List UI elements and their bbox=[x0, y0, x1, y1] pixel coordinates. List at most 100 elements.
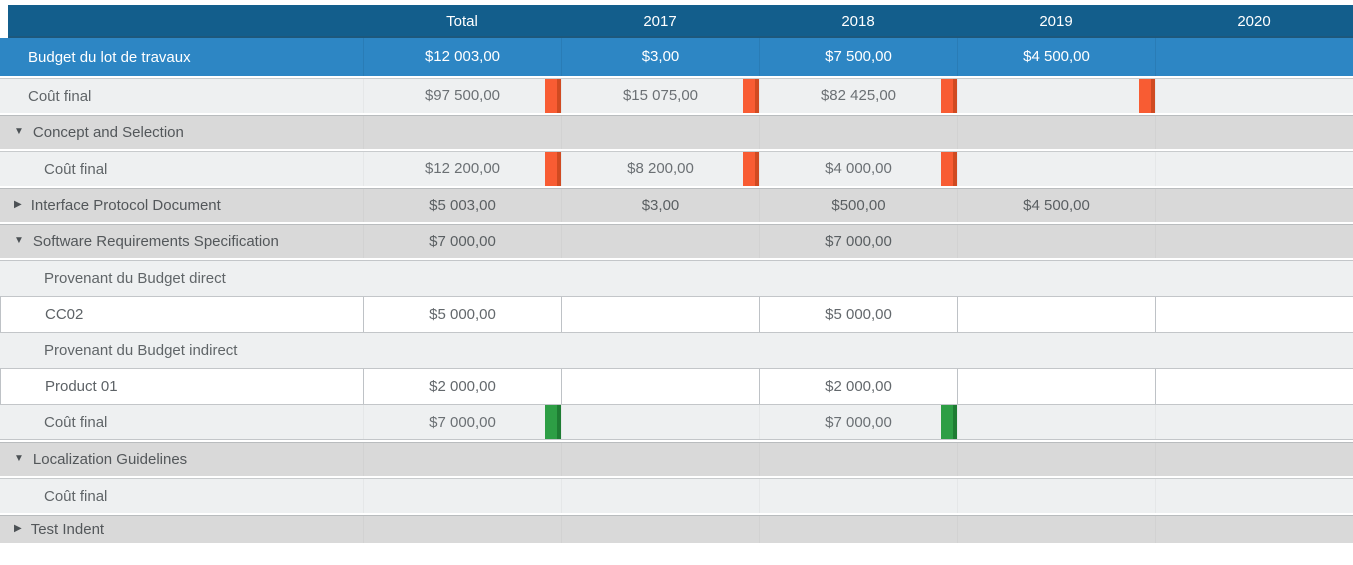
cell-value: $5 003,00 bbox=[429, 197, 496, 214]
row-localization-guidelines-11[interactable]: ▼ Localization Guidelines bbox=[0, 442, 1353, 476]
cell-total bbox=[363, 516, 561, 543]
row-cou-t-final-1: Coût final $97 500,00 $15 075,00 $82 425,00 bbox=[0, 78, 1353, 113]
row-cou-t-final-3: Coût final $12 200,00 $8 200,00 $4 000,00 bbox=[0, 151, 1353, 186]
column-header-total: Total bbox=[446, 13, 478, 30]
row-label: ▼ Concept and Selection bbox=[0, 116, 363, 149]
cell-2019 bbox=[957, 261, 1155, 296]
row-interface-protocol-document-4[interactable]: ▶ Interface Protocol Document $5 003,00 $3,… bbox=[0, 188, 1353, 222]
cell-value: $12 200,00 bbox=[424, 160, 501, 177]
cell-2017[interactable]: $3,00 bbox=[561, 38, 759, 76]
cell-2017: $8 200,00 bbox=[561, 152, 759, 186]
cell-value: $7 000,00 bbox=[825, 414, 892, 431]
over-budget-indicator-bar bbox=[743, 152, 759, 186]
cell-value: $97 500,00 bbox=[424, 87, 501, 104]
cell-2018: $4 000,00 bbox=[759, 152, 957, 186]
row-label-text: Budget du lot de travaux bbox=[28, 48, 191, 66]
cell-total: $12 200,00 bbox=[363, 152, 561, 186]
cell-2018 bbox=[759, 261, 957, 296]
row-label-text: Coût final bbox=[28, 87, 92, 105]
cell-total bbox=[363, 479, 561, 513]
column-header-2020: 2020 bbox=[1237, 13, 1271, 30]
cell-2017 bbox=[561, 443, 759, 476]
cell-2020[interactable] bbox=[1156, 369, 1353, 404]
row-concept-and-selection-2[interactable]: ▼ Concept and Selection bbox=[0, 115, 1353, 149]
cell-2018: $500,00 bbox=[759, 189, 957, 222]
collapse-icon[interactable]: ▼ bbox=[14, 235, 24, 246]
row-label: ▼ Software Requirements Specification bbox=[0, 225, 363, 258]
row-label: CC02 bbox=[1, 297, 364, 332]
cell-2020 bbox=[1155, 189, 1353, 222]
cell-value: $7 000,00 bbox=[825, 233, 892, 250]
cell-2019 bbox=[957, 333, 1155, 368]
cell-2020 bbox=[1155, 405, 1353, 439]
row-software-requirements-specification-5[interactable]: ▼ Software Requirements Specification $7 0… bbox=[0, 224, 1353, 258]
over-budget-indicator-bar bbox=[545, 152, 561, 186]
cell-2018: $7 000,00 bbox=[759, 225, 957, 258]
cell-value: $2 000,00 bbox=[825, 378, 892, 395]
cell-2018[interactable]: $7 500,00 bbox=[759, 38, 957, 76]
cell-2018: $7 000,00 bbox=[759, 405, 957, 439]
expand-icon[interactable]: ▶ bbox=[14, 523, 22, 534]
row-label: Provenant du Budget direct bbox=[0, 261, 363, 296]
cell-2018[interactable]: $5 000,00 bbox=[760, 297, 958, 332]
cell-2020[interactable] bbox=[1155, 38, 1353, 76]
cell-value: $7 000,00 bbox=[429, 414, 496, 431]
cell-value: $3,00 bbox=[641, 48, 680, 65]
cell-2017 bbox=[561, 516, 759, 543]
row-label-text: Localization Guidelines bbox=[32, 451, 188, 468]
row-test-indent-13[interactable]: ▶ Test Indent bbox=[0, 515, 1353, 543]
cell-total[interactable]: $2 000,00 bbox=[364, 369, 562, 404]
cell-2019[interactable] bbox=[958, 369, 1156, 404]
row-label: Coût final bbox=[0, 152, 363, 186]
row-label: ▶ Interface Protocol Document bbox=[0, 189, 363, 222]
row-label-text: Coût final bbox=[44, 487, 108, 505]
column-header-empty bbox=[8, 5, 363, 36]
cell-2017: $3,00 bbox=[561, 189, 759, 222]
cell-total: $5 003,00 bbox=[363, 189, 561, 222]
cell-2018 bbox=[759, 116, 957, 149]
row-cou-t-final-12: Coût final bbox=[0, 478, 1353, 513]
cell-value: $8 200,00 bbox=[627, 160, 694, 177]
cell-total bbox=[363, 333, 561, 368]
cell-2019[interactable] bbox=[958, 297, 1156, 332]
cell-value: $7 500,00 bbox=[825, 48, 892, 65]
cell-2020 bbox=[1155, 79, 1353, 113]
expand-icon[interactable]: ▶ bbox=[14, 199, 22, 210]
cell-2020 bbox=[1155, 261, 1353, 296]
cell-2020 bbox=[1155, 333, 1353, 368]
cell-2017[interactable] bbox=[562, 297, 760, 332]
row-label-text: Concept and Selection bbox=[32, 124, 184, 141]
cell-value: $15 075,00 bbox=[622, 87, 699, 104]
column-header-row: Total 2017 2018 2019 2020 bbox=[8, 5, 1353, 38]
cell-2017 bbox=[561, 405, 759, 439]
row-product-01-9: Product 01 $2 000,00 $2 000,00 bbox=[0, 368, 1353, 404]
cell-total bbox=[363, 443, 561, 476]
row-label: Budget du lot de travaux bbox=[0, 38, 363, 76]
budget-grid: Total 2017 2018 2019 2020 Budget du lot … bbox=[0, 5, 1353, 543]
collapse-icon[interactable]: ▼ bbox=[14, 453, 24, 464]
cell-2018 bbox=[759, 516, 957, 543]
cell-value: $3,00 bbox=[641, 197, 680, 214]
cell-2017[interactable] bbox=[562, 369, 760, 404]
over-budget-indicator-bar bbox=[743, 79, 759, 113]
row-cou-t-final-10: Coût final $7 000,00 $7 000,00 bbox=[0, 404, 1353, 440]
cell-total: $7 000,00 bbox=[363, 225, 561, 258]
collapse-icon[interactable]: ▼ bbox=[14, 126, 24, 137]
cell-2018[interactable]: $2 000,00 bbox=[760, 369, 958, 404]
cell-2017: $15 075,00 bbox=[561, 79, 759, 113]
cell-2017 bbox=[561, 479, 759, 513]
cell-2019[interactable]: $4 500,00 bbox=[957, 38, 1155, 76]
cell-2020[interactable] bbox=[1156, 297, 1353, 332]
cell-2019: $4 500,00 bbox=[957, 189, 1155, 222]
cell-2019 bbox=[957, 116, 1155, 149]
row-provenant-du-budget-indirect-8: Provenant du Budget indirect bbox=[0, 332, 1353, 368]
cell-2019 bbox=[957, 479, 1155, 513]
row-label: ▶ Test Indent bbox=[0, 516, 363, 543]
cell-total[interactable]: $12 003,00 bbox=[363, 38, 561, 76]
cell-total: $7 000,00 bbox=[363, 405, 561, 439]
cell-total[interactable]: $5 000,00 bbox=[364, 297, 562, 332]
row-label-text: Provenant du Budget indirect bbox=[44, 342, 238, 359]
cell-2017 bbox=[561, 261, 759, 296]
cell-2020 bbox=[1155, 479, 1353, 513]
cell-total bbox=[363, 261, 561, 296]
